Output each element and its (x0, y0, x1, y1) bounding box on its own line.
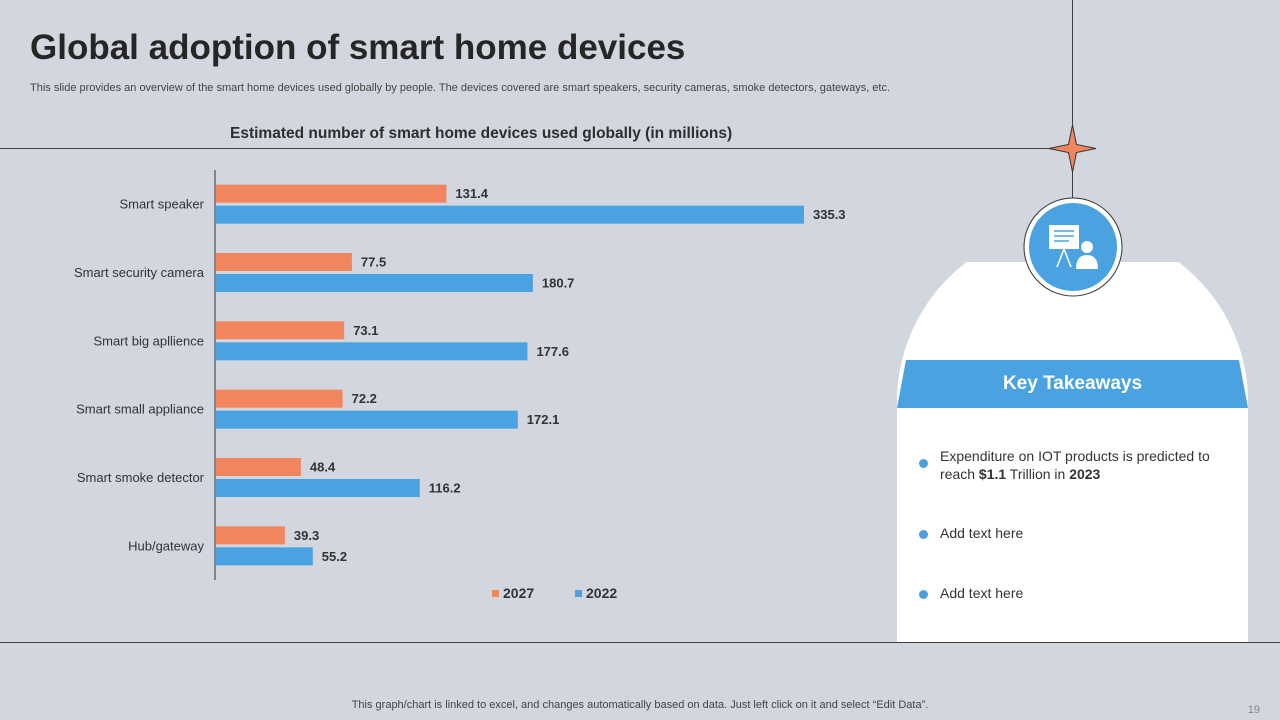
takeaway-item-2: Add text here (919, 524, 1219, 542)
data-label: 77.5 (361, 255, 386, 270)
takeaway-text-1: Expenditure on IOT products is predicted… (940, 447, 1219, 483)
legend-label-2027: 2027 (503, 585, 534, 601)
category-label: Smart security camera (74, 265, 205, 280)
bar-2022-1 (216, 274, 533, 292)
data-label: 180.7 (542, 276, 575, 291)
page-title: Global adoption of smart home devices (30, 28, 685, 68)
takeaway-text-2: Add text here (940, 524, 1219, 542)
takeaway-text-3: Add text here (940, 584, 1219, 602)
legend-swatch-2022 (575, 590, 582, 597)
category-label: Smart smoke detector (77, 470, 205, 485)
data-label: 72.2 (352, 391, 377, 406)
data-label: 177.6 (536, 344, 569, 359)
data-label: 131.4 (455, 186, 488, 201)
legend-swatch-2027 (492, 590, 499, 597)
data-label: 39.3 (294, 528, 319, 543)
data-label: 48.4 (310, 460, 336, 475)
page-subtitle: This slide provides an overview of the s… (30, 82, 890, 94)
key-takeaways-banner: Key Takeaways (897, 360, 1248, 408)
category-label: Hub/gateway (128, 538, 204, 553)
bullet-dot (919, 530, 928, 539)
bar-2027-2 (216, 321, 344, 339)
bar-2022-2 (216, 342, 527, 360)
bar-2027-1 (216, 253, 352, 271)
bar-2022-0 (216, 206, 804, 224)
data-label: 335.3 (813, 207, 846, 222)
data-label: 172.1 (527, 412, 560, 427)
bottom-divider (0, 642, 1280, 643)
chart-title: Estimated number of smart home devices u… (230, 125, 732, 143)
takeaway-item-3: Add text here (919, 584, 1219, 602)
data-label: 73.1 (353, 323, 378, 338)
category-label: Smart big apllience (93, 333, 204, 348)
category-label: Smart speaker (119, 197, 204, 212)
data-label: 116.2 (429, 481, 461, 496)
bullet-dot (919, 590, 928, 599)
top-divider (0, 148, 1096, 149)
four-point-star-icon (1048, 124, 1097, 173)
category-label: Smart small appliance (76, 402, 204, 417)
takeaway-item-1: Expenditure on IOT products is predicted… (919, 447, 1219, 483)
key-takeaways-heading: Key Takeaways (1003, 373, 1142, 395)
bar-2022-5 (216, 547, 313, 565)
bar-2027-3 (216, 390, 343, 408)
bar-2022-3 (216, 411, 518, 429)
bullet-dot (919, 459, 928, 468)
footer-note: This graph/chart is linked to excel, and… (0, 699, 1280, 711)
presentation-icon (1023, 197, 1123, 297)
page-number: 19 (1248, 704, 1260, 716)
data-label: 55.2 (322, 549, 347, 564)
bar-chart: Smart speaker 131.4 335.3 Smart security ca… (0, 150, 900, 620)
bar-2027-4 (216, 458, 301, 476)
key-takeaways-card: Key Takeaways Expenditure on IOT product… (897, 262, 1248, 642)
legend-label-2022: 2022 (586, 585, 617, 601)
bar-2022-4 (216, 479, 420, 497)
bar-2027-0 (216, 185, 446, 203)
bar-2027-5 (216, 526, 285, 544)
